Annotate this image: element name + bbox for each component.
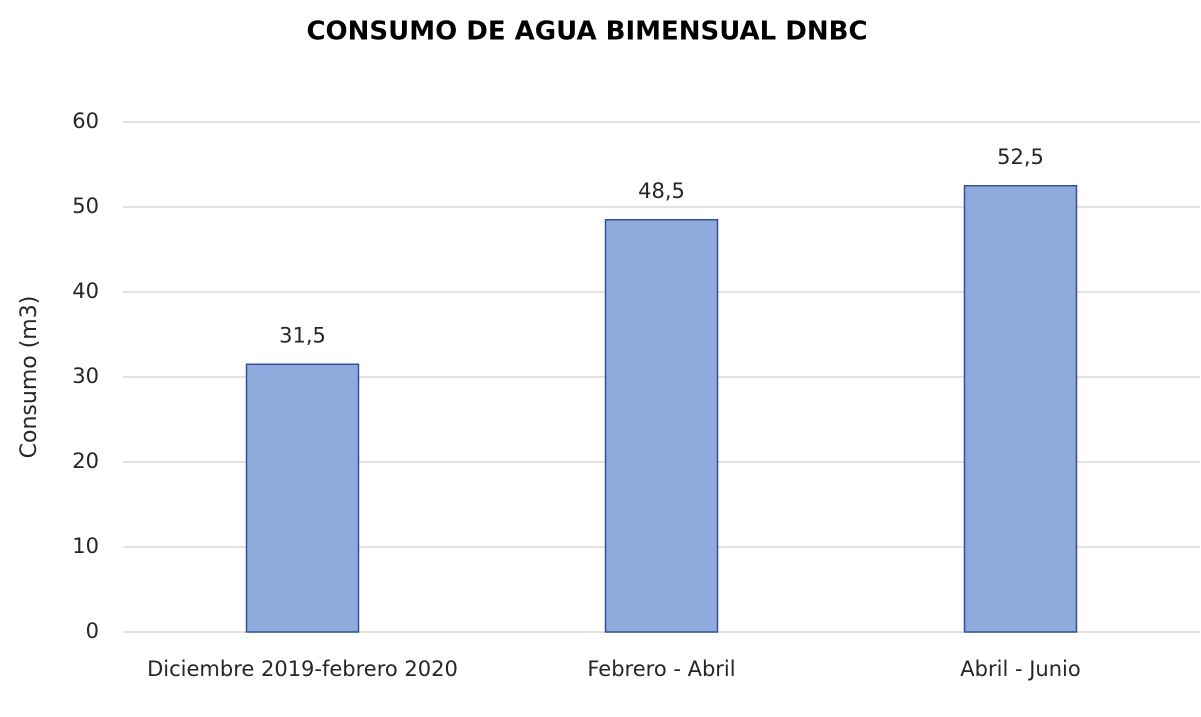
x-tick-label: Diciembre 2019-febrero 2020 (147, 657, 458, 681)
data-label: 31,5 (279, 323, 326, 347)
y-tick-label: 60 (72, 109, 99, 133)
x-tick-label: Febrero - Abril (587, 657, 736, 681)
x-tick-label: Abril - Junio (960, 657, 1081, 681)
bar (604, 219, 719, 633)
y-tick-label: 0 (86, 619, 99, 643)
y-axis-label: Consumo (m3) (17, 296, 42, 459)
y-tick-label: 30 (72, 364, 99, 388)
bar (963, 185, 1078, 633)
data-label: 48,5 (638, 179, 685, 203)
y-tick-label: 10 (72, 534, 99, 558)
bar (245, 363, 360, 633)
y-tick-label: 50 (72, 194, 99, 218)
y-tick-label: 20 (72, 449, 99, 473)
data-label: 52,5 (997, 145, 1044, 169)
chart-title: CONSUMO DE AGUA BIMENSUAL DNBC (306, 17, 867, 47)
y-tick-label: 40 (72, 279, 99, 303)
